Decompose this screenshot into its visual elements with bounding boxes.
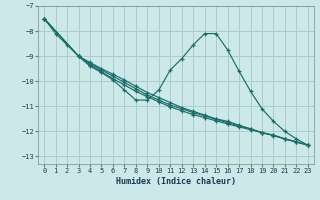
X-axis label: Humidex (Indice chaleur): Humidex (Indice chaleur) [116,177,236,186]
